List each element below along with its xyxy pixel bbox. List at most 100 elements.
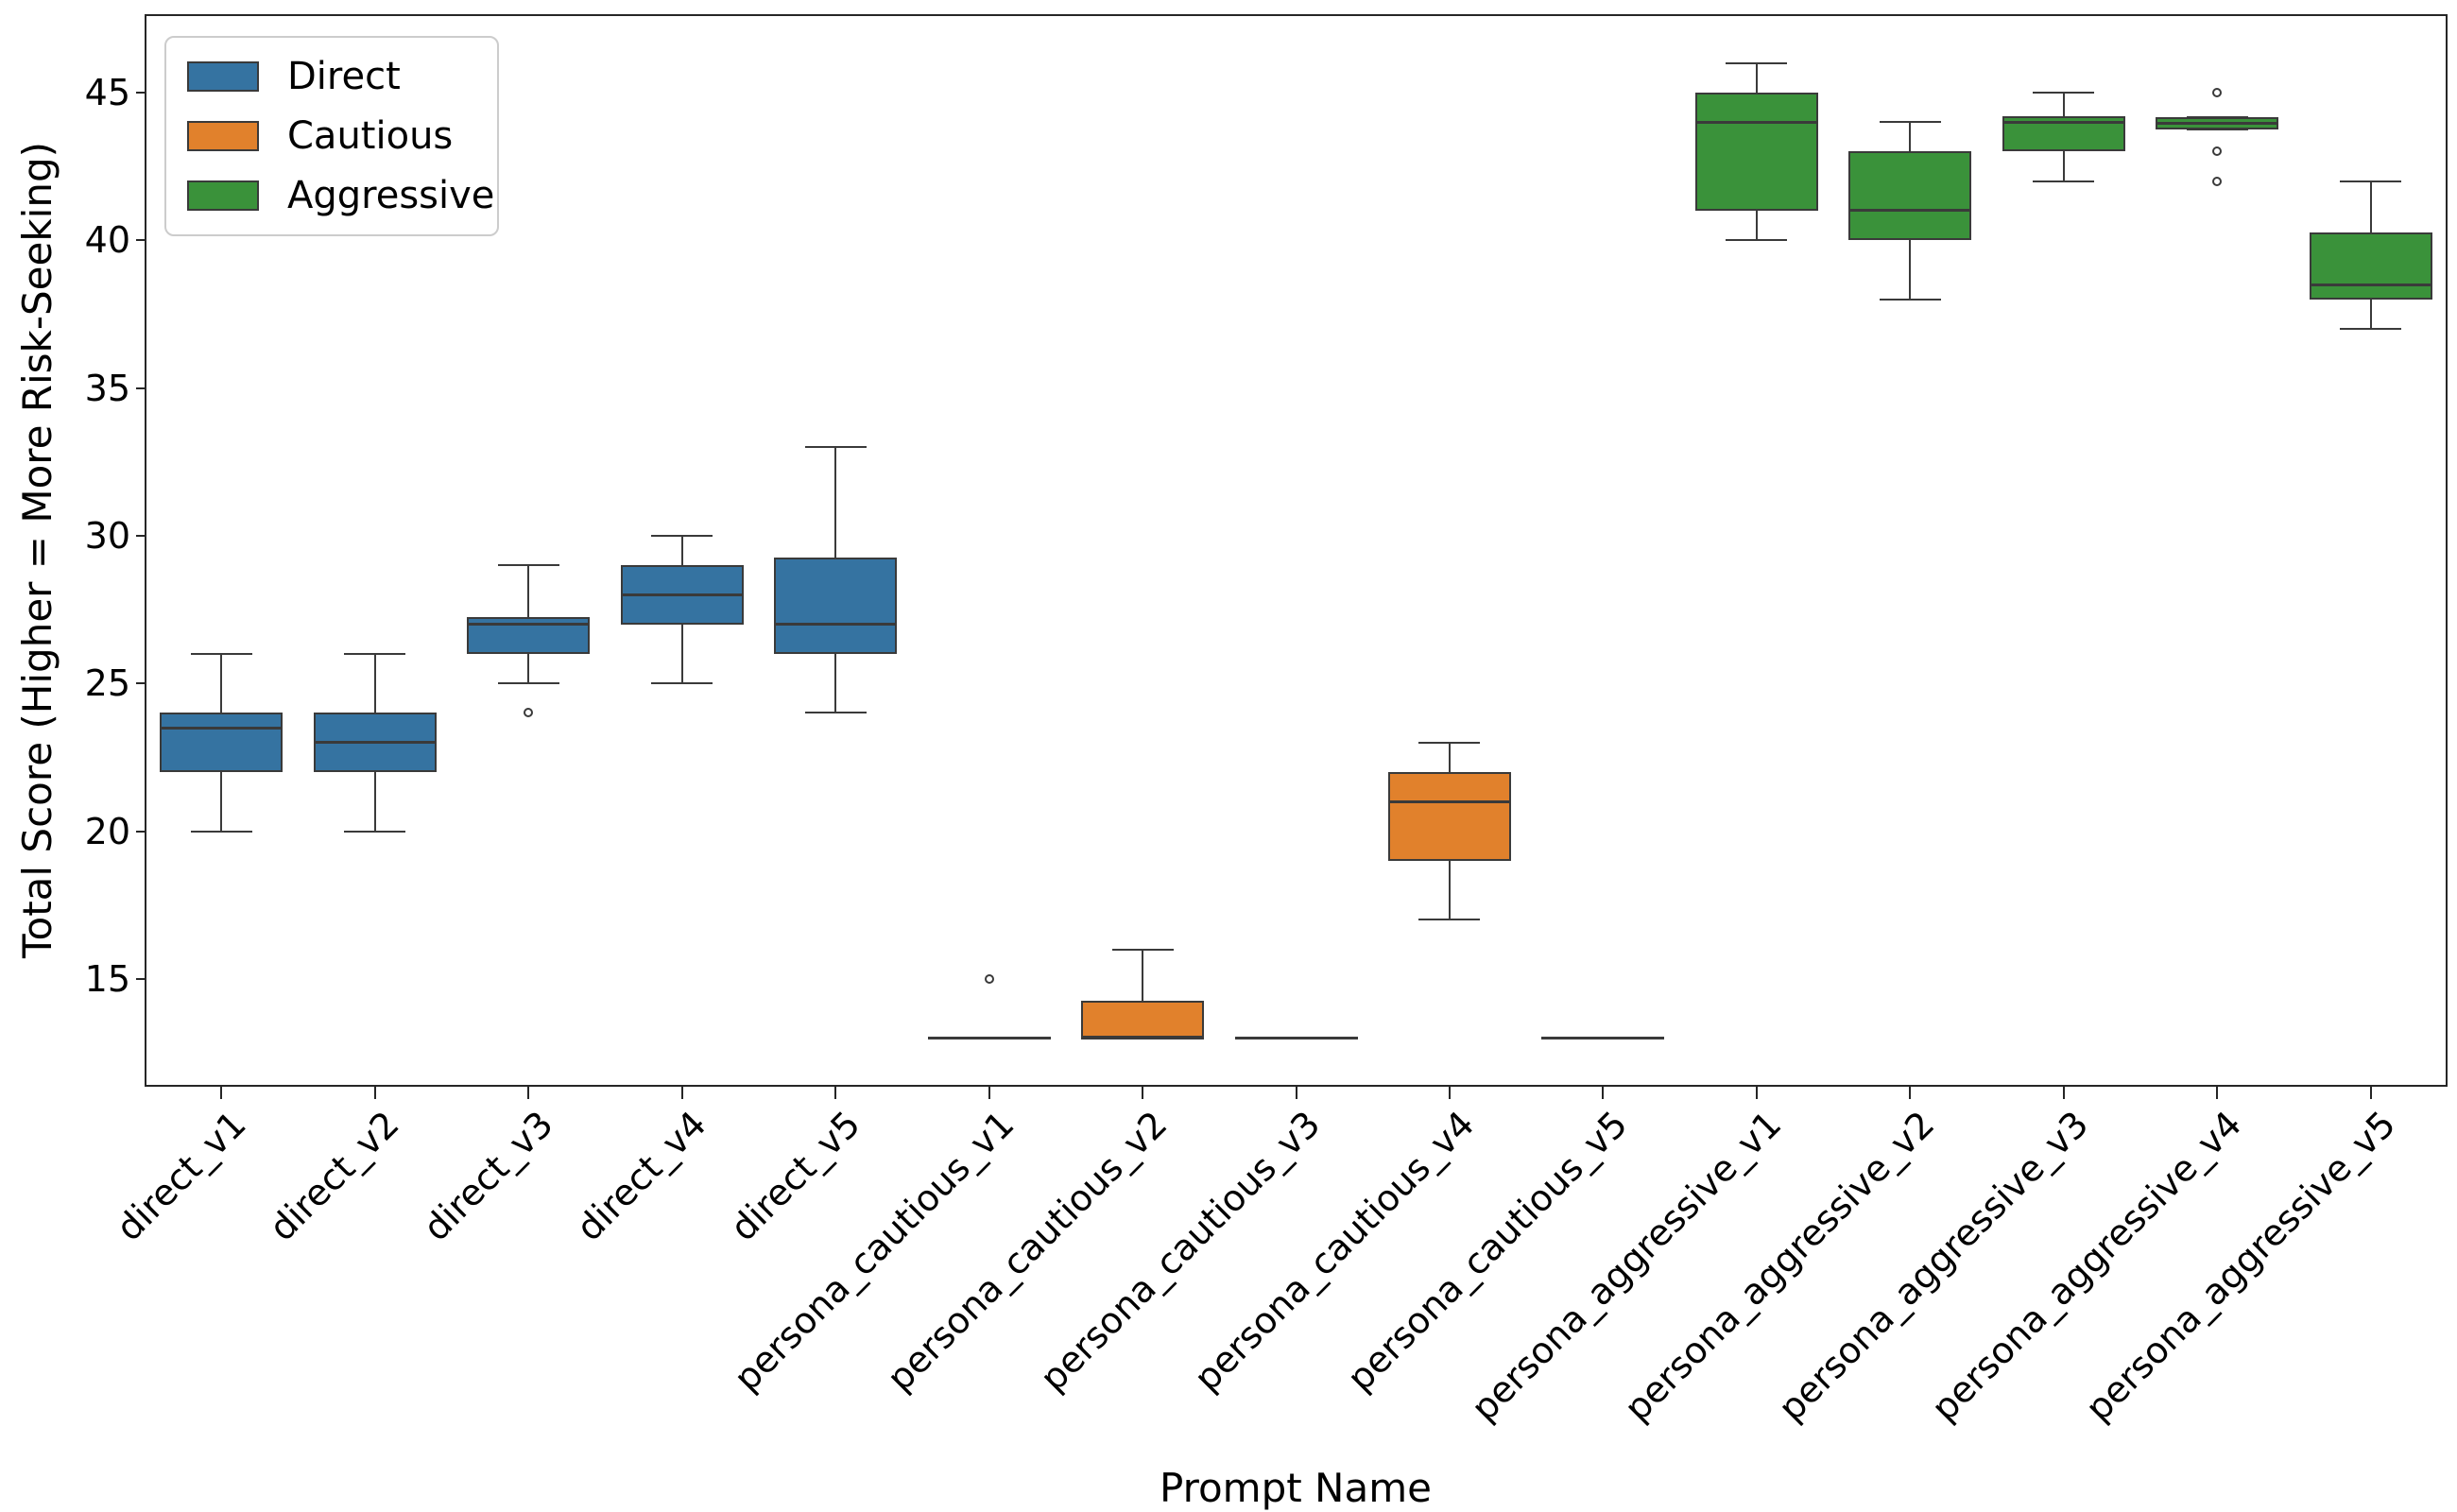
outlier-point bbox=[2212, 146, 2223, 157]
legend: Direct Cautious Aggressive bbox=[164, 36, 499, 236]
legend-label-direct: Direct bbox=[287, 55, 401, 99]
y-tick bbox=[136, 387, 145, 389]
whisker-lower bbox=[680, 624, 683, 684]
median-line bbox=[927, 1036, 1051, 1040]
median-line bbox=[313, 741, 437, 745]
x-tick bbox=[2369, 1087, 2372, 1099]
legend-swatch-cautious-icon bbox=[187, 120, 259, 151]
whisker-upper bbox=[2369, 180, 2372, 233]
box-rect-persona_aggressive_v5 bbox=[2309, 232, 2432, 300]
whisker-upper bbox=[220, 653, 223, 713]
whisker-lower bbox=[2369, 299, 2372, 329]
legend-label-cautious: Cautious bbox=[287, 113, 454, 158]
x-tick bbox=[373, 1087, 376, 1099]
x-tick-label: persona_cautious_v1 bbox=[725, 1103, 1022, 1400]
x-tick bbox=[1909, 1087, 1912, 1099]
median-line bbox=[1081, 1036, 1205, 1040]
x-tick bbox=[2216, 1087, 2219, 1099]
whisker-cap-upper bbox=[1879, 121, 1941, 124]
legend-item-cautious: Cautious bbox=[187, 115, 476, 157]
whisker-cap-lower bbox=[1726, 239, 1788, 242]
whisker-cap-lower bbox=[2033, 180, 2095, 182]
x-tick-label: persona_cautious_v4 bbox=[1186, 1103, 1483, 1400]
whisker-upper bbox=[834, 447, 837, 558]
x-tick bbox=[680, 1087, 683, 1099]
x-tick-label: persona_aggressive_v1 bbox=[1463, 1103, 1790, 1430]
median-line bbox=[467, 623, 591, 627]
x-tick bbox=[220, 1087, 223, 1099]
whisker-upper bbox=[527, 565, 530, 617]
x-tick-label: direct_v1 bbox=[108, 1103, 254, 1249]
whisker-lower bbox=[1448, 860, 1451, 920]
y-tick-label: 40 bbox=[84, 219, 130, 262]
x-tick bbox=[988, 1087, 990, 1099]
median-line bbox=[160, 726, 284, 730]
x-tick bbox=[1755, 1087, 1758, 1099]
y-axis-label: Total Score (Higher = More Risk-Seeking) bbox=[14, 141, 60, 959]
y-tick bbox=[136, 534, 145, 537]
whisker-upper bbox=[1448, 742, 1451, 772]
y-tick-label: 25 bbox=[84, 662, 130, 705]
whisker-lower bbox=[220, 772, 223, 832]
y-tick-label: 20 bbox=[84, 810, 130, 852]
x-tick-label: direct_v4 bbox=[568, 1103, 715, 1249]
whisker-cap-lower bbox=[651, 682, 713, 685]
whisker-cap-upper bbox=[2033, 91, 2095, 94]
whisker-lower bbox=[1909, 240, 1912, 300]
y-tick bbox=[136, 91, 145, 94]
median-line bbox=[1848, 209, 1972, 213]
y-tick bbox=[136, 977, 145, 980]
whisker-lower bbox=[1755, 210, 1758, 241]
x-tick-label: direct_v2 bbox=[261, 1103, 408, 1249]
legend-swatch-aggressive-icon bbox=[187, 180, 259, 211]
legend-item-aggressive: Aggressive bbox=[187, 175, 494, 216]
x-tick bbox=[1602, 1087, 1605, 1099]
x-axis-label: Prompt Name bbox=[1160, 1465, 1432, 1511]
y-tick-label: 30 bbox=[84, 514, 130, 557]
median-line bbox=[1387, 799, 1511, 803]
median-line bbox=[2156, 122, 2279, 126]
median-line bbox=[1541, 1036, 1665, 1040]
whisker-cap-lower bbox=[1418, 919, 1481, 921]
median-line bbox=[2002, 120, 2125, 124]
x-tick bbox=[527, 1087, 530, 1099]
whisker-lower bbox=[373, 772, 376, 832]
x-tick-label: persona_aggressive_v2 bbox=[1616, 1103, 1943, 1430]
y-tick-label: 15 bbox=[84, 957, 130, 1000]
whisker-upper bbox=[2062, 92, 2065, 116]
x-tick bbox=[1142, 1087, 1144, 1099]
whisker-cap-lower bbox=[1879, 298, 1941, 301]
whisker-cap-lower bbox=[344, 830, 406, 833]
legend-swatch-direct-icon bbox=[187, 61, 259, 93]
x-tick-label: persona_aggressive_v3 bbox=[1770, 1103, 2097, 1430]
whisker-lower bbox=[2062, 151, 2065, 181]
outlier-point bbox=[524, 708, 534, 718]
whisker-cap-upper bbox=[497, 564, 559, 567]
whisker-cap-upper bbox=[1726, 61, 1788, 64]
x-tick-label: persona_cautious_v5 bbox=[1339, 1103, 1636, 1400]
whisker-cap-lower bbox=[2186, 128, 2248, 130]
x-tick bbox=[834, 1087, 837, 1099]
whisker-cap-upper bbox=[344, 652, 406, 655]
whisker-cap-upper bbox=[651, 534, 713, 537]
outlier-point bbox=[984, 973, 994, 984]
whisker-cap-lower bbox=[2340, 327, 2402, 330]
whisker-upper bbox=[680, 535, 683, 566]
x-tick-label: persona_cautious_v3 bbox=[1032, 1103, 1329, 1400]
y-tick-label: 35 bbox=[84, 367, 130, 409]
whisker-cap-lower bbox=[190, 830, 252, 833]
whisker-upper bbox=[1909, 122, 1912, 152]
outlier-point bbox=[2212, 176, 2223, 186]
y-tick bbox=[136, 830, 145, 833]
x-tick-label: persona_aggressive_v5 bbox=[2077, 1103, 2404, 1430]
box-rect-persona_aggressive_v2 bbox=[1848, 151, 1972, 241]
x-tick bbox=[1295, 1087, 1297, 1099]
x-tick-label: direct_v5 bbox=[722, 1103, 868, 1249]
whisker-cap-upper bbox=[1111, 948, 1174, 951]
median-line bbox=[2309, 283, 2432, 286]
whisker-upper bbox=[1755, 62, 1758, 93]
x-tick bbox=[1448, 1087, 1451, 1099]
whisker-upper bbox=[1142, 949, 1144, 1002]
whisker-lower bbox=[527, 653, 530, 684]
